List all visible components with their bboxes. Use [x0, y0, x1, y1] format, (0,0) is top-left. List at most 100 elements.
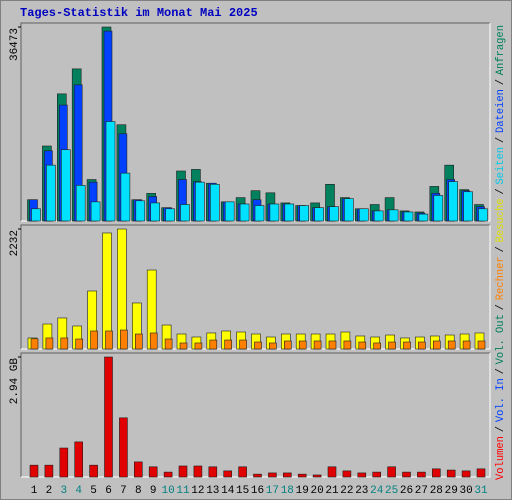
bar: [268, 472, 277, 478]
legend-entry: Vol. Out: [495, 314, 507, 364]
x-tick-label: 19: [296, 485, 309, 497]
bar: [462, 340, 471, 350]
bar: [447, 340, 456, 350]
bar: [358, 208, 369, 222]
x-tick-label: 7: [120, 485, 127, 497]
x-tick-label: 16: [251, 485, 264, 497]
bar: [105, 330, 113, 350]
bar: [135, 200, 146, 222]
bar: [239, 339, 247, 350]
bar: [30, 338, 39, 350]
x-tick-label: 14: [221, 485, 235, 497]
bar: [74, 441, 83, 478]
x-tick-label: 2: [46, 485, 53, 497]
bar: [297, 473, 307, 478]
bar: [282, 472, 292, 478]
x-tick-label: 21: [325, 485, 339, 497]
bar: [105, 121, 116, 222]
x-tick-label: 25: [385, 485, 398, 497]
x-tick-label: 1: [31, 485, 38, 497]
x-tick-label: 3: [60, 485, 67, 497]
bar: [461, 470, 471, 478]
bar: [417, 471, 426, 478]
bar: [120, 329, 128, 350]
bar: [223, 470, 232, 478]
x-tick-label: 26: [400, 485, 413, 497]
bar: [478, 208, 488, 222]
x-tick-label: 17: [266, 485, 279, 497]
bar: [299, 205, 310, 222]
bar: [224, 339, 232, 350]
legend-entry: Seiten: [495, 147, 507, 185]
legend-entry: Volumen: [495, 436, 507, 480]
legend-separator: /: [495, 246, 507, 252]
bar: [194, 342, 203, 350]
bar: [418, 341, 426, 350]
bar: [134, 461, 143, 478]
legend-separator: /: [495, 426, 507, 432]
bar: [403, 341, 411, 350]
bar: [120, 172, 131, 222]
panel-border: [20, 352, 490, 477]
bar: [433, 195, 444, 222]
bar: [119, 417, 128, 478]
bar: [90, 201, 101, 222]
x-tick-label: 31: [474, 485, 488, 497]
panel-border: [20, 224, 490, 349]
bar: [164, 338, 173, 350]
bar: [75, 185, 86, 222]
x-tick-label: 5: [90, 485, 97, 497]
x-tick-label: 11: [176, 485, 190, 497]
bar: [179, 342, 188, 350]
x-tick-label: 22: [340, 485, 353, 497]
bar: [75, 338, 83, 350]
bar: [178, 465, 188, 478]
bar: [343, 340, 352, 350]
bar: [165, 208, 175, 222]
bar: [373, 210, 384, 222]
legend-separator: /: [495, 79, 507, 85]
bar: [59, 447, 69, 478]
bar: [403, 211, 414, 222]
x-tick-label: 15: [236, 485, 249, 497]
bar: [314, 207, 324, 222]
x-tick-label: 6: [105, 485, 112, 497]
bar: [373, 342, 382, 350]
bar: [418, 213, 429, 222]
bar: [31, 208, 41, 222]
bar: [46, 164, 56, 222]
panel: [21, 353, 490, 477]
legend-separator: /: [495, 188, 507, 194]
x-tick-label: 13: [206, 485, 219, 497]
bar: [193, 465, 203, 478]
bar: [312, 474, 322, 478]
bar: [431, 468, 441, 478]
bar: [208, 466, 218, 478]
x-tick-label: 12: [191, 485, 204, 497]
chart-title: Tages-Statistik im Monat Mai 2025: [20, 6, 258, 20]
bar: [135, 333, 143, 350]
bar: [372, 471, 382, 478]
y-tick-label: 2232: [9, 230, 21, 256]
x-tick-label: 8: [135, 485, 142, 497]
bar: [104, 356, 113, 478]
y-tick-label: 2.94 GB: [9, 358, 21, 405]
bar: [149, 332, 158, 350]
bar: [209, 339, 218, 350]
bar: [448, 181, 459, 222]
legend-entry: Dateien: [495, 89, 507, 133]
panel: [21, 23, 490, 221]
panel: [21, 225, 490, 349]
bar: [388, 341, 396, 350]
bar: [254, 341, 262, 350]
bar: [477, 340, 486, 350]
bar: [180, 204, 190, 222]
bar: [357, 472, 367, 478]
x-tick-label: 27: [415, 485, 428, 497]
x-tick-label: 18: [281, 485, 294, 497]
bar: [446, 469, 456, 478]
bar: [432, 340, 441, 350]
bar: [388, 209, 399, 222]
legend-separator: /: [495, 304, 507, 310]
